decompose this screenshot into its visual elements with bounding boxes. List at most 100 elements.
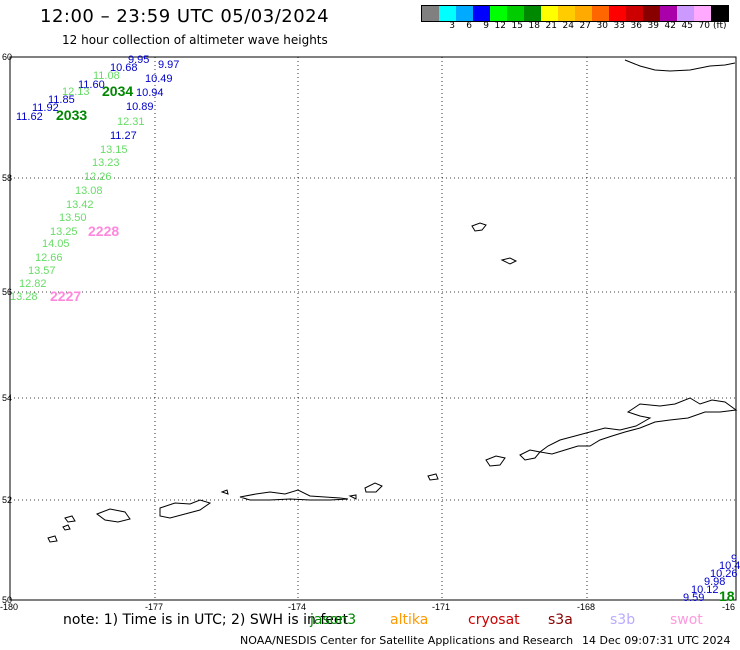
lon-label: -180: [0, 602, 18, 612]
lon-label: -174: [288, 602, 306, 612]
legend-cryosat: cryosat: [468, 612, 520, 628]
wave-height-label: 13.25: [50, 226, 78, 238]
wave-height-label: 11.08: [93, 70, 120, 82]
note-text: note: 1) Time is in UTC; 2) SWH is in fe…: [63, 612, 349, 628]
umnak-island: [519, 449, 541, 461]
wave-height-label: 13.23: [92, 157, 120, 169]
st-paul-island: [471, 222, 487, 232]
wave-height-label: 11.62: [16, 111, 43, 123]
wave-height-label: 13.15: [100, 144, 128, 156]
tick-label: 6: [466, 21, 472, 31]
wave-height-label: 10.49: [145, 73, 173, 85]
tick-label: 33: [613, 21, 625, 31]
wave-height-label: 12.31: [117, 116, 145, 128]
time-label: 2033: [56, 107, 87, 123]
rat-islands: [159, 499, 212, 519]
latitude-labels: 60 58 56 54 52 50: [2, 52, 12, 605]
color-swatch: [507, 6, 524, 21]
lat-label: 52: [2, 495, 12, 505]
credit-text: NOAA/NESDIS Center for Satellite Applica…: [240, 634, 574, 647]
color-swatch: [609, 6, 626, 21]
island: [220, 489, 229, 495]
tick-label: 27: [579, 21, 591, 31]
plot-frame: [9, 56, 737, 601]
color-swatch: [541, 6, 558, 21]
wave-height-label: 9.95: [128, 54, 149, 66]
lat-label: 50: [2, 595, 12, 605]
time-label: 2034: [102, 83, 133, 99]
color-swatch: [677, 6, 694, 21]
color-swatch: [490, 6, 507, 21]
color-swatch: [660, 6, 677, 21]
color-swatch: [558, 6, 575, 21]
lon-label: -168: [577, 602, 595, 612]
wave-height-label: 12.13: [62, 86, 90, 98]
lat-label: 56: [2, 287, 12, 297]
legend-altika: altika: [390, 612, 429, 628]
graticule: [10, 57, 736, 600]
island: [62, 524, 71, 531]
longitude-labels: -180 -177 -174 -171 -168 -16: [0, 602, 735, 612]
tick-label: 42: [664, 21, 676, 31]
color-swatch: [575, 6, 592, 21]
wave-height-label: 10.26: [710, 568, 738, 580]
color-swatch: [592, 6, 609, 21]
color-swatch: [626, 6, 643, 21]
tick-label: 9: [483, 21, 489, 31]
wave-height-label: 13.28: [10, 291, 38, 303]
map-subtitle: 12 hour collection of altimeter wave hei…: [62, 33, 328, 47]
time-label: 2227: [50, 288, 81, 304]
legend-s3a: s3a: [548, 612, 573, 628]
wave-height-label: 11.60: [78, 79, 105, 91]
tick-label: 12: [494, 21, 506, 31]
wave-height-label: 10.12: [691, 584, 719, 596]
island: [47, 535, 58, 543]
wave-height-label: 9.98: [704, 576, 725, 588]
wave-height-label: 10.94: [136, 87, 164, 99]
time-label: 2228: [88, 223, 119, 239]
andreanof-islands: [239, 489, 349, 501]
island: [427, 473, 439, 481]
island: [364, 482, 383, 493]
lon-label: -171: [432, 602, 450, 612]
near-islands: [95, 508, 131, 523]
lon-label: -16: [722, 602, 735, 612]
color-scale-ticks: 3 6 9 12 15 18 21 24 27 30 33 36 39 42 45 70 (ft): [421, 21, 735, 31]
time-label: 18: [719, 588, 735, 604]
wave-height-label: 13.08: [75, 185, 103, 197]
lon-label: -177: [145, 602, 163, 612]
wave-height-label: 11.85: [48, 94, 75, 106]
wave-height-label: 13.42: [66, 199, 94, 211]
island: [348, 494, 357, 500]
tick-label: 39: [647, 21, 659, 31]
tick-label: 15: [511, 21, 523, 31]
tick-label: 21: [545, 21, 557, 31]
timestamp-text: 14 Dec 09:07:31 UTC 2024: [582, 634, 731, 647]
color-swatch: [456, 6, 473, 21]
island: [485, 455, 506, 467]
lat-label: 58: [2, 173, 12, 183]
st-george-island: [500, 257, 518, 265]
tick-label: 24: [562, 21, 574, 31]
wave-height-label: 11.92: [32, 102, 59, 114]
wave-height-label: 10.89: [126, 101, 154, 113]
unit-label: (ft): [713, 21, 727, 31]
legend-s3b: s3b: [610, 612, 636, 628]
tick-label: 45: [681, 21, 693, 31]
wave-height-label: 9.97: [158, 59, 179, 71]
legend-swot: swot: [670, 612, 703, 628]
tick-label: 3: [449, 21, 455, 31]
wave-height-label: 9: [731, 553, 737, 565]
wave-height-label: 10.68: [110, 62, 138, 74]
coastlines: [47, 59, 738, 543]
wave-height-label: 12.66: [35, 252, 63, 264]
lat-label: 54: [2, 393, 12, 403]
tick-label: 70: [698, 21, 710, 31]
lat-label: 60: [2, 52, 12, 62]
color-swatch: [643, 6, 660, 21]
color-swatch: [473, 6, 490, 21]
alaska-coast: [624, 59, 736, 72]
wave-height-label: 13.57: [28, 265, 56, 277]
